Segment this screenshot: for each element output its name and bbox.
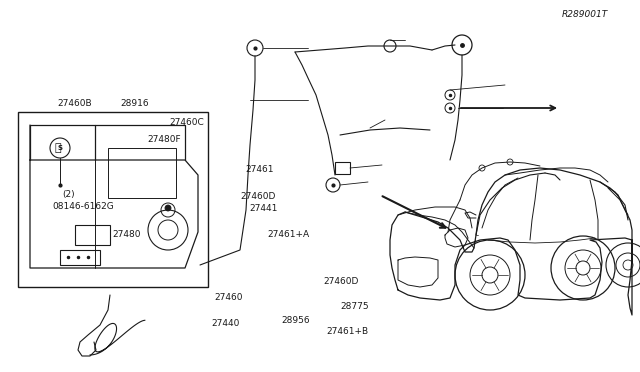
Bar (108, 148, 176, 198)
Bar (60, 250, 100, 265)
Text: 27461: 27461 (245, 165, 274, 174)
Text: 27461+A: 27461+A (268, 230, 310, 239)
Text: 28956: 28956 (282, 316, 310, 325)
Text: 27480F: 27480F (147, 135, 181, 144)
Text: 27460D: 27460D (240, 192, 275, 201)
Text: 27480: 27480 (112, 230, 141, 239)
Text: 08146-6162G: 08146-6162G (52, 202, 114, 211)
Text: 27461+B: 27461+B (326, 327, 369, 336)
Text: 27460D: 27460D (323, 278, 358, 286)
Text: 27460C: 27460C (170, 118, 204, 126)
Text: R289001T: R289001T (562, 10, 608, 19)
Bar (18, 112, 208, 287)
Text: 27460: 27460 (214, 293, 243, 302)
Text: 28775: 28775 (340, 302, 369, 311)
Text: Ⓢ: Ⓢ (54, 143, 61, 153)
Text: 28916: 28916 (120, 99, 149, 108)
Text: 27441: 27441 (250, 204, 278, 213)
Text: 27440: 27440 (211, 319, 239, 328)
Text: 27460B: 27460B (58, 99, 92, 108)
Bar (335, 162, 350, 174)
Bar (75, 225, 110, 245)
Text: S: S (58, 145, 63, 151)
Text: (2): (2) (63, 190, 76, 199)
Circle shape (165, 205, 171, 211)
